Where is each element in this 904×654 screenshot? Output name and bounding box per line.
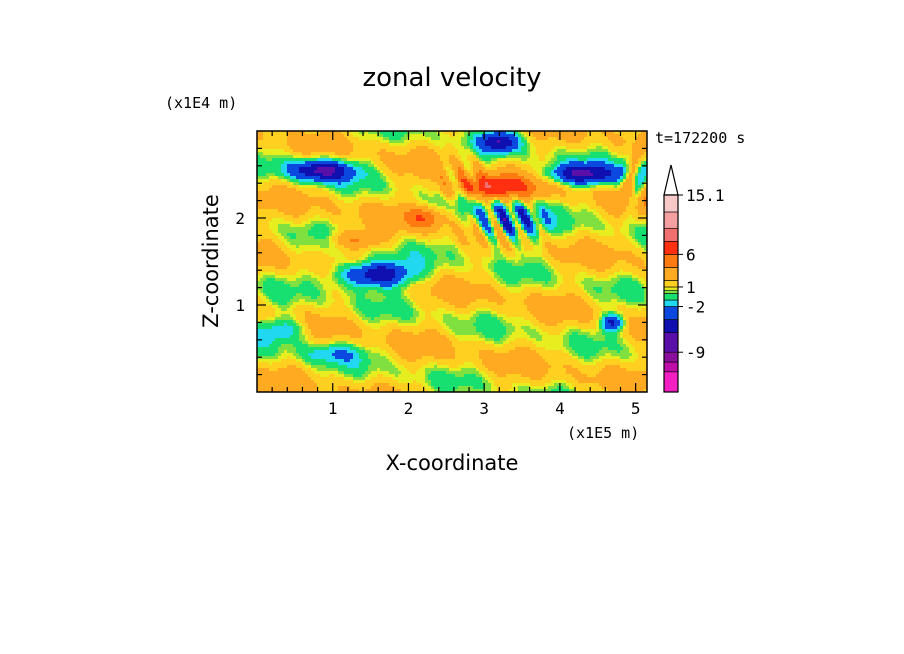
x-unit-label: (x1E5 m) [567, 424, 639, 442]
y-tick-label: 2 [235, 209, 245, 228]
colorbar-tick-label: -9 [686, 343, 705, 362]
colorbar-band [663, 293, 679, 301]
colorbar-band [663, 371, 679, 393]
colorbar-band [663, 332, 679, 353]
colorbar-band [663, 254, 679, 268]
colorbar-band [663, 211, 679, 229]
colorbar-band [663, 280, 679, 288]
colorbar-tick-label: -2 [686, 298, 705, 317]
colorbar-band [663, 306, 679, 320]
colorbar-band [663, 286, 679, 291]
chart-title: zonal velocity [362, 63, 541, 93]
x-tick-label: 4 [555, 399, 565, 418]
colorbar-band [663, 361, 679, 373]
x-axis-label: X-coordinate [386, 451, 519, 475]
y-unit-label: (x1E4 m) [165, 94, 237, 112]
colorbar-band [663, 227, 679, 242]
colorbar-band [663, 194, 679, 213]
colorbar-tick-label: 6 [686, 245, 696, 264]
x-tick-label: 1 [328, 399, 338, 418]
colorbar-band [663, 289, 679, 294]
colorbar-band [663, 319, 679, 333]
colorbar-band [663, 299, 679, 307]
colorbar: 15.1 6 1-2 -9 [663, 164, 725, 393]
colorbar-extend-arrow [663, 164, 679, 196]
time-label: t=172200 s [655, 129, 745, 147]
colorbar-frame [663, 194, 679, 393]
plot-frame [256, 130, 648, 393]
colorbar-tick-label: 1 [686, 278, 696, 297]
y-tick-label: 1 [235, 296, 245, 315]
y-axis-label: Z-coordinate [199, 194, 223, 328]
colorbar-band [663, 241, 679, 255]
x-tick-label: 2 [404, 399, 414, 418]
x-tick-label: 3 [479, 399, 489, 418]
x-tick-label: 5 [631, 399, 641, 418]
colorbar-band [663, 351, 679, 363]
x-axis: 1 2 3 4 5 [271, 131, 641, 418]
heatmap-field [257, 131, 647, 392]
y-axis: 12 [235, 147, 647, 376]
colorbar-tick-label: 15.1 [686, 186, 725, 205]
colorbar-band [663, 267, 679, 281]
